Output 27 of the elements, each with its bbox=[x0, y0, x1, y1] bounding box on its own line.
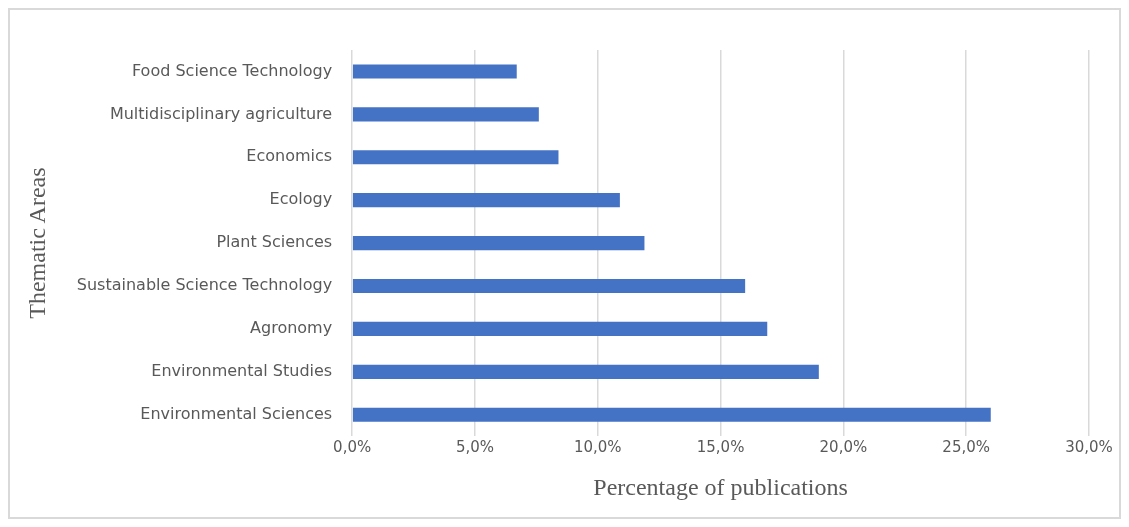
bar bbox=[352, 321, 768, 336]
y-axis-title: Thematic Areas bbox=[23, 167, 50, 319]
y-tick-label: Agronomy bbox=[250, 318, 333, 338]
x-axis-title: Percentage of publications bbox=[593, 473, 848, 500]
x-tick-label: 30,0% bbox=[1065, 438, 1113, 457]
x-tick-label: 5,0% bbox=[455, 438, 495, 457]
x-tick-label: 15,0% bbox=[696, 438, 745, 457]
y-tick-label: Plant Sciences bbox=[216, 232, 333, 252]
x-tick-label: 20,0% bbox=[819, 438, 868, 457]
x-tick-label: 25,0% bbox=[942, 438, 991, 457]
y-tick-label: Economics bbox=[246, 146, 333, 166]
y-tick-label: Sustainable Science Technology bbox=[76, 275, 333, 295]
y-tick-label: Multidisciplinary agriculture bbox=[109, 103, 333, 123]
x-tick-label: 10,0% bbox=[573, 438, 622, 457]
bar bbox=[352, 193, 620, 208]
bar bbox=[352, 150, 559, 165]
y-tick-label: Environmental Sciences bbox=[140, 403, 333, 423]
bar bbox=[352, 64, 517, 79]
bar bbox=[352, 236, 645, 251]
bar bbox=[352, 278, 746, 294]
bar bbox=[352, 407, 991, 422]
x-tick-label: 0,0% bbox=[333, 438, 372, 457]
bar bbox=[352, 364, 819, 379]
y-tick-label: Ecology bbox=[269, 189, 333, 209]
y-tick-label: Environmental Studies bbox=[151, 360, 333, 380]
bar bbox=[352, 107, 539, 122]
y-tick-label: Food Science Technology bbox=[131, 60, 333, 80]
